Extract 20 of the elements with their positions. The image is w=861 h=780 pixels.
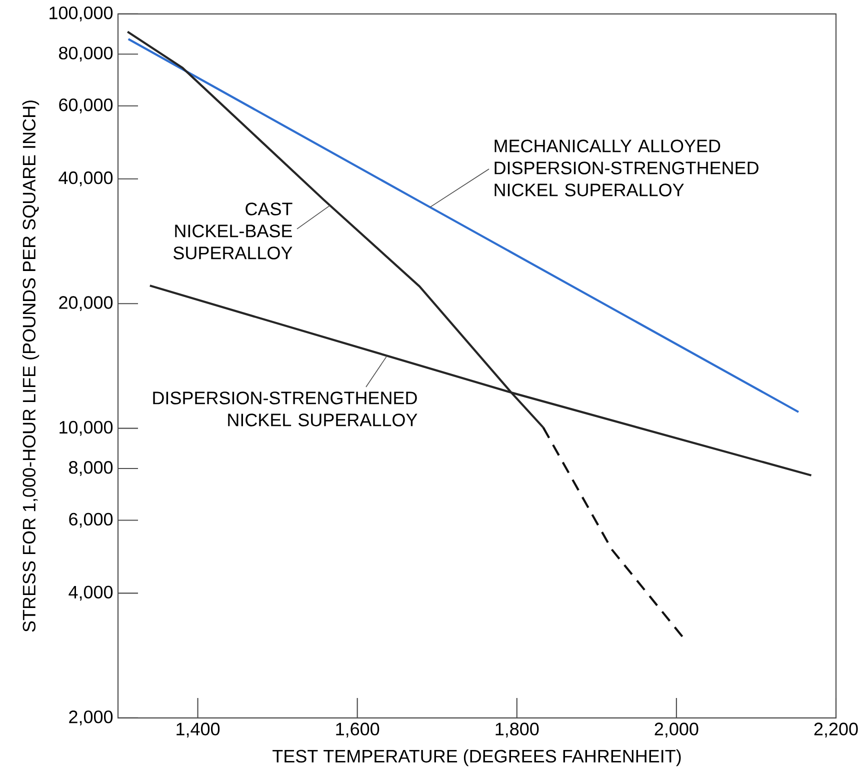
y-tick-label: 100,000 xyxy=(50,6,113,22)
y-tick-label: 4,000 xyxy=(68,586,113,601)
series-label: CAST NICKEL-BASE SUPERALLOY xyxy=(174,202,292,260)
y-axis-title: STRESS FOR 1,000-HOUR LIFE (POUNDS PER SQUARE INCH) xyxy=(22,100,40,632)
y-tick-label: 6,000 xyxy=(69,512,113,528)
y-tick-label: 40,000 xyxy=(58,171,113,186)
x-tick-label: 1,400 xyxy=(176,722,220,738)
y-tick-label: 20,000 xyxy=(59,296,113,312)
y-tick-label: 10,000 xyxy=(60,420,113,436)
x-tick-label: 1,600 xyxy=(336,722,380,738)
text: MECHANICALLY ALLOYED DISPERSION-STRENGTHENED NICKEL SUPERALLOY xyxy=(494,140,758,196)
x-tick-label: 1,800 xyxy=(496,722,539,738)
x-tick-label: 2,200 xyxy=(814,722,858,738)
y-tick-label: 80,000 xyxy=(59,46,113,62)
y-tick-label: 60,000 xyxy=(59,98,113,114)
series-label: DISPERSION-STRENGTHENED NICKEL SUPERALLOY xyxy=(153,392,418,426)
y-tick-label: 8,000 xyxy=(69,461,113,476)
x-tick-label: 2,000 xyxy=(654,722,698,738)
x-axis-title: TEST TEMPERATURE (DEGREES FAHRENHEIT) xyxy=(272,749,681,766)
y-tick-label: 2,000 xyxy=(69,710,113,726)
